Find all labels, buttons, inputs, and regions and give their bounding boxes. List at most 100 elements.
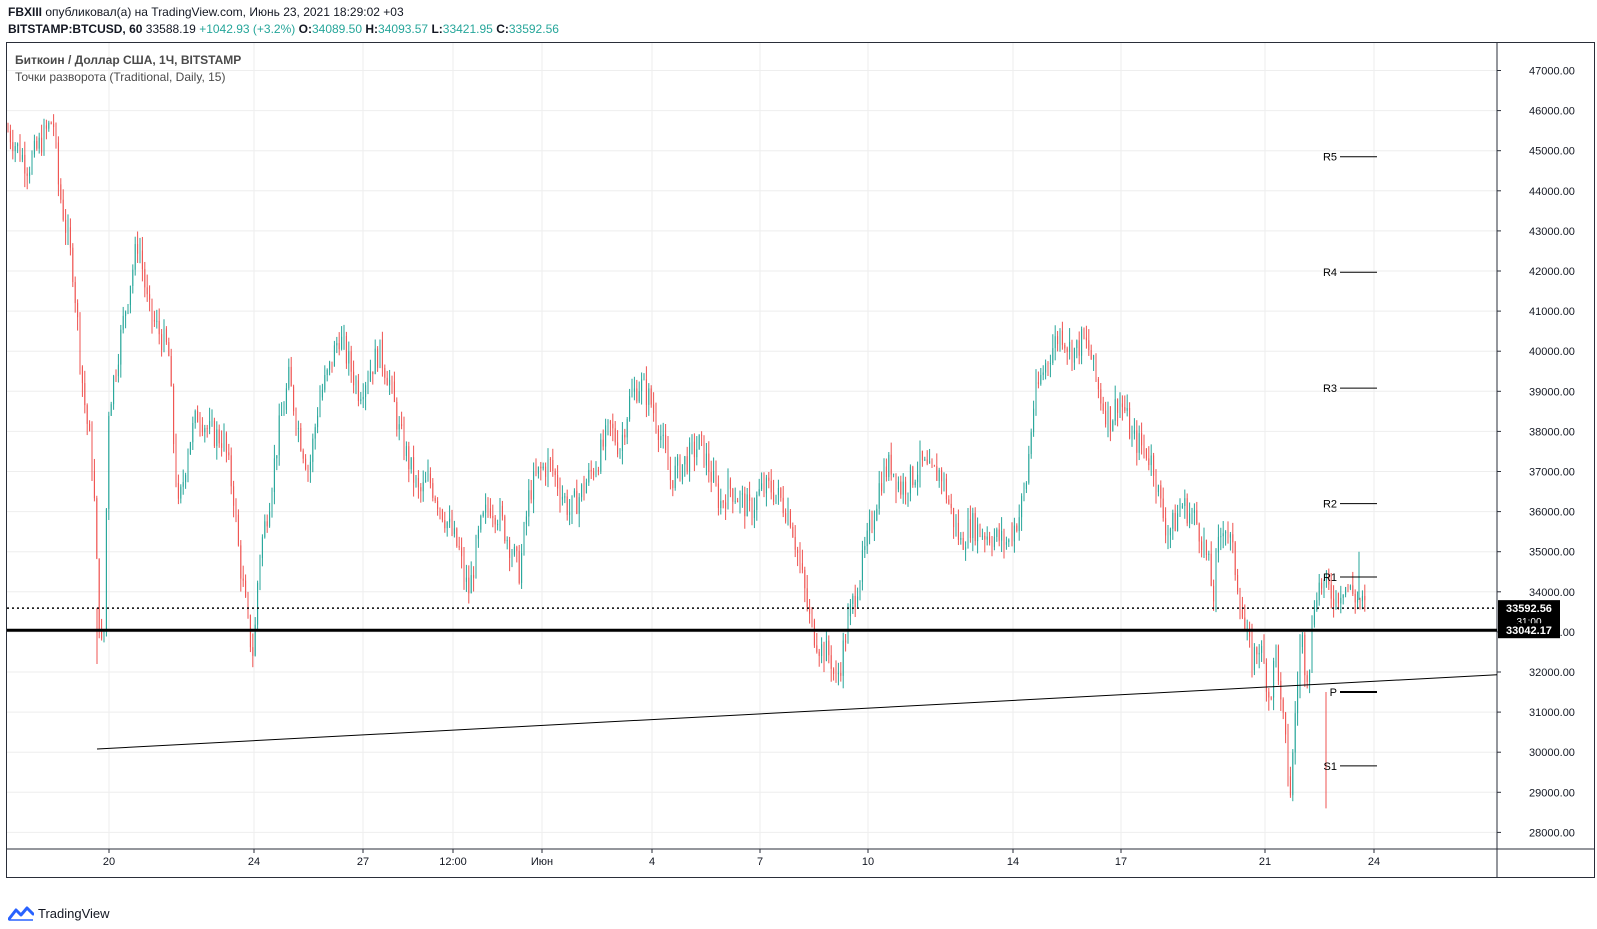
legend-indicator[interactable]: Точки разворота (Traditional, Daily, 15) xyxy=(15,70,225,84)
candle-body xyxy=(187,454,189,476)
candle-body xyxy=(811,613,813,621)
candle-body xyxy=(180,486,182,499)
candle-body xyxy=(17,143,19,147)
candle-body xyxy=(497,524,499,526)
candle-body xyxy=(403,426,405,456)
candle-body xyxy=(305,458,307,470)
candle-body xyxy=(926,459,928,464)
candle-body xyxy=(144,268,146,288)
candle-body xyxy=(401,424,403,427)
candle-body xyxy=(165,328,167,343)
candle-body xyxy=(571,495,573,513)
brand[interactable]: TradingView xyxy=(8,903,110,923)
candle-body xyxy=(194,410,196,424)
candle-body xyxy=(1150,455,1152,466)
candle-body xyxy=(765,477,767,494)
candle-body xyxy=(480,515,482,530)
open-label: O: xyxy=(298,22,312,36)
candle-body xyxy=(177,482,179,499)
chart-container[interactable]: R5 R4 R3 R2 R1 P S1 28000.00 29000.00 30000.00 31… xyxy=(6,42,1595,878)
pivot-label-r5: R5 xyxy=(1323,152,1337,164)
candle-body xyxy=(1349,585,1351,589)
candle-body xyxy=(1220,536,1222,538)
candle-body xyxy=(1165,518,1167,536)
candle-body xyxy=(314,427,316,439)
candle-body xyxy=(96,498,98,559)
candle-body xyxy=(542,466,544,469)
candle-body xyxy=(84,383,86,406)
time-tick-label: 12:00 xyxy=(439,856,467,868)
candle-body xyxy=(57,142,59,185)
grid-lines xyxy=(7,43,1497,849)
time-axis: 20 24 27 12:00 Июн 4 7 10 14 17 21 24 xyxy=(103,849,1380,868)
trendline xyxy=(96,674,1498,750)
candle-body xyxy=(1342,594,1344,598)
candle-body xyxy=(149,294,151,300)
price-chart[interactable]: R5 R4 R3 R2 R1 P S1 28000.00 29000.00 30000.00 31… xyxy=(7,43,1594,877)
price-tick-label: 38000.00 xyxy=(1529,426,1575,438)
candle-body xyxy=(127,304,129,312)
candle-body xyxy=(1311,624,1313,670)
candle-body xyxy=(785,513,787,522)
candle-body xyxy=(715,470,717,484)
candle-body xyxy=(1241,610,1243,618)
candle-body xyxy=(602,439,604,447)
candle-body xyxy=(319,397,321,416)
candle-body xyxy=(595,469,597,476)
candle-body xyxy=(477,529,479,539)
candle-body xyxy=(739,494,741,503)
candle-body xyxy=(189,442,191,455)
candle-body xyxy=(854,595,856,607)
candle-body xyxy=(1301,634,1303,648)
candle-body xyxy=(914,482,916,485)
price-tick-label: 47000.00 xyxy=(1529,66,1575,78)
candle-body xyxy=(444,520,446,529)
candle-body xyxy=(1323,580,1325,589)
candle-body xyxy=(691,441,693,443)
candle-body xyxy=(849,603,851,617)
candle-body xyxy=(857,596,859,607)
candle-body xyxy=(1352,585,1354,594)
candle-body xyxy=(1073,348,1075,363)
candle-body xyxy=(523,524,525,553)
candle-body xyxy=(1107,406,1109,425)
candle-body xyxy=(492,516,494,518)
candle-body xyxy=(297,428,299,430)
candle-body xyxy=(818,651,820,656)
candle-body xyxy=(105,508,107,632)
candle-body xyxy=(266,521,268,527)
candle-body xyxy=(216,429,218,447)
candle-body xyxy=(48,122,50,129)
price-tick-label: 29000.00 xyxy=(1529,787,1575,799)
candle-body xyxy=(437,500,439,509)
candle-body xyxy=(439,508,441,510)
candle-body xyxy=(1155,475,1157,493)
candle-body xyxy=(408,446,410,470)
candle-body xyxy=(360,399,362,401)
candle-body xyxy=(367,380,369,386)
candle-body xyxy=(885,466,887,478)
candle-body xyxy=(69,227,71,248)
candle-body xyxy=(662,434,664,437)
publisher-name[interactable]: FBXIII xyxy=(8,5,43,19)
candle-body xyxy=(1285,712,1287,735)
time-tick-label: 14 xyxy=(1007,856,1019,868)
last-price-tag-label: 33592.56 xyxy=(1506,603,1552,615)
candle-body xyxy=(859,581,861,597)
candle-body xyxy=(1256,647,1258,655)
candle-body xyxy=(665,434,667,450)
candle-body xyxy=(1203,539,1205,550)
candle-body xyxy=(722,501,724,503)
candle-body xyxy=(1148,458,1150,466)
candle-body xyxy=(777,488,779,495)
candle-body xyxy=(876,508,878,521)
candle-body xyxy=(204,428,206,433)
candle-body xyxy=(1133,430,1135,434)
candle-body xyxy=(86,405,88,424)
candle-body xyxy=(573,490,575,496)
price-tick-label: 36000.00 xyxy=(1529,507,1575,519)
candle-body xyxy=(787,511,789,522)
candle-body xyxy=(1225,531,1227,534)
candle-body xyxy=(1294,713,1296,753)
candle-body xyxy=(465,577,467,582)
